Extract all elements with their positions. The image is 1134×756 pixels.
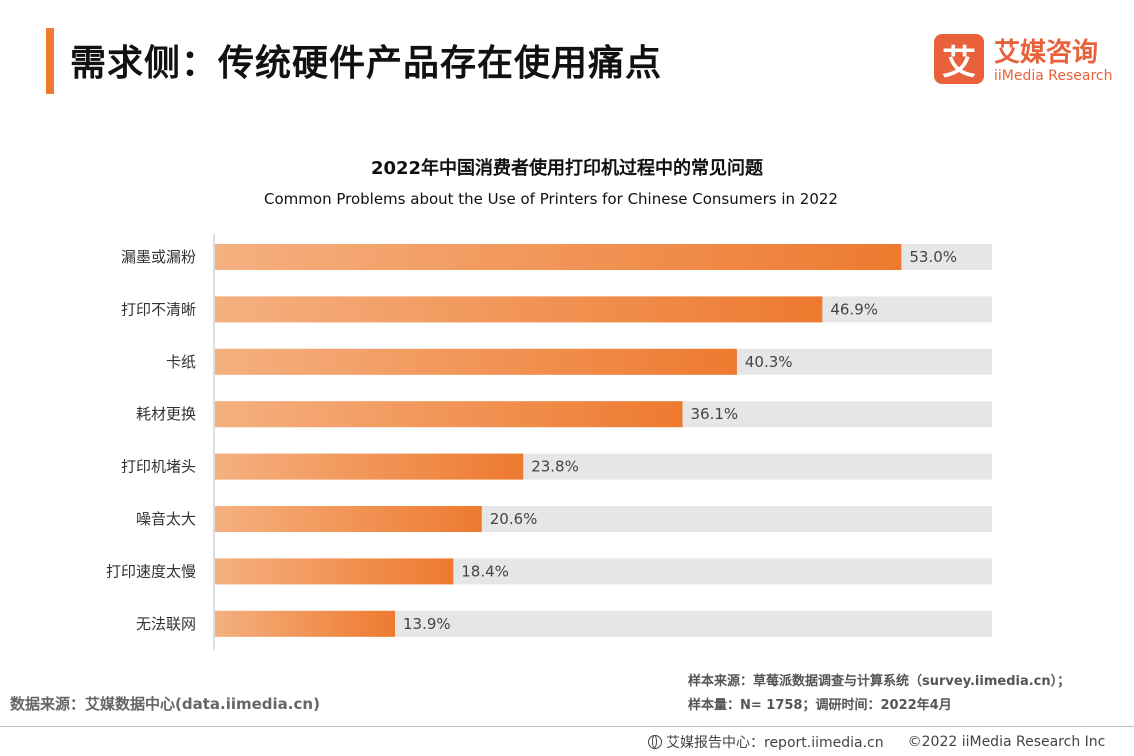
- bar: [215, 348, 737, 375]
- brand-logo: 艾 艾媒咨询 iiMedia Research: [934, 34, 1114, 88]
- page-title: 需求侧：传统硬件产品存在使用痛点: [70, 43, 663, 84]
- chart-title: 2022年中国消费者使用打印机过程中的常见问题: [370, 158, 764, 179]
- report-center-link[interactable]: 艾媒报告中心：report.iimedia.cn: [666, 735, 884, 751]
- footer-divider: [0, 726, 1134, 727]
- globe-icon: [648, 735, 662, 749]
- data-source: 数据来源：艾媒数据中心(data.iimedia.cn): [10, 695, 320, 713]
- logo-mark-icon: 艾: [934, 34, 984, 84]
- bar: [215, 506, 482, 532]
- bar: [215, 610, 396, 637]
- category-label: 噪音太大: [136, 510, 196, 528]
- value-label: 13.9%: [403, 615, 451, 633]
- value-label: 53.0%: [909, 248, 957, 266]
- bar: [215, 401, 683, 428]
- value-label: 40.3%: [745, 353, 793, 371]
- bar: [215, 296, 823, 323]
- logo-english-name: iiMedia Research: [994, 68, 1113, 84]
- copyright-text: ©2022 iiMedia Research Inc: [907, 734, 1106, 750]
- sample-source-note: 样本来源：草莓派数据调查与计算系统（survey.iimedia.cn）；: [688, 674, 1071, 689]
- category-label: 打印速度太慢: [106, 562, 196, 580]
- category-label: 卡纸: [166, 353, 196, 371]
- value-label: 23.8%: [531, 458, 579, 476]
- bar: [215, 244, 902, 270]
- value-label: 46.9%: [830, 300, 878, 318]
- footer: 艾媒报告中心：report.iimedia.cn ©2022 iiMedia R…: [648, 732, 1105, 752]
- chart-subtitle: Common Problems about the Use of Printer…: [264, 190, 838, 208]
- category-label: 无法联网: [136, 615, 196, 633]
- category-label: 漏墨或漏粉: [121, 248, 196, 266]
- sample-info-note: 样本量：N= 1758；调研时间：2022年4月: [688, 698, 952, 713]
- bar: [215, 453, 524, 480]
- title-accent-bar: [46, 28, 54, 94]
- value-label: 18.4%: [461, 562, 509, 580]
- bar: [215, 558, 454, 585]
- value-label: 36.1%: [690, 405, 738, 423]
- value-label: 20.6%: [490, 510, 538, 528]
- category-label: 打印机堵头: [121, 458, 196, 476]
- logo-chinese-name: 艾媒咨询: [994, 38, 1099, 68]
- category-label: 打印不清晰: [121, 300, 196, 318]
- category-label: 耗材更换: [136, 405, 196, 423]
